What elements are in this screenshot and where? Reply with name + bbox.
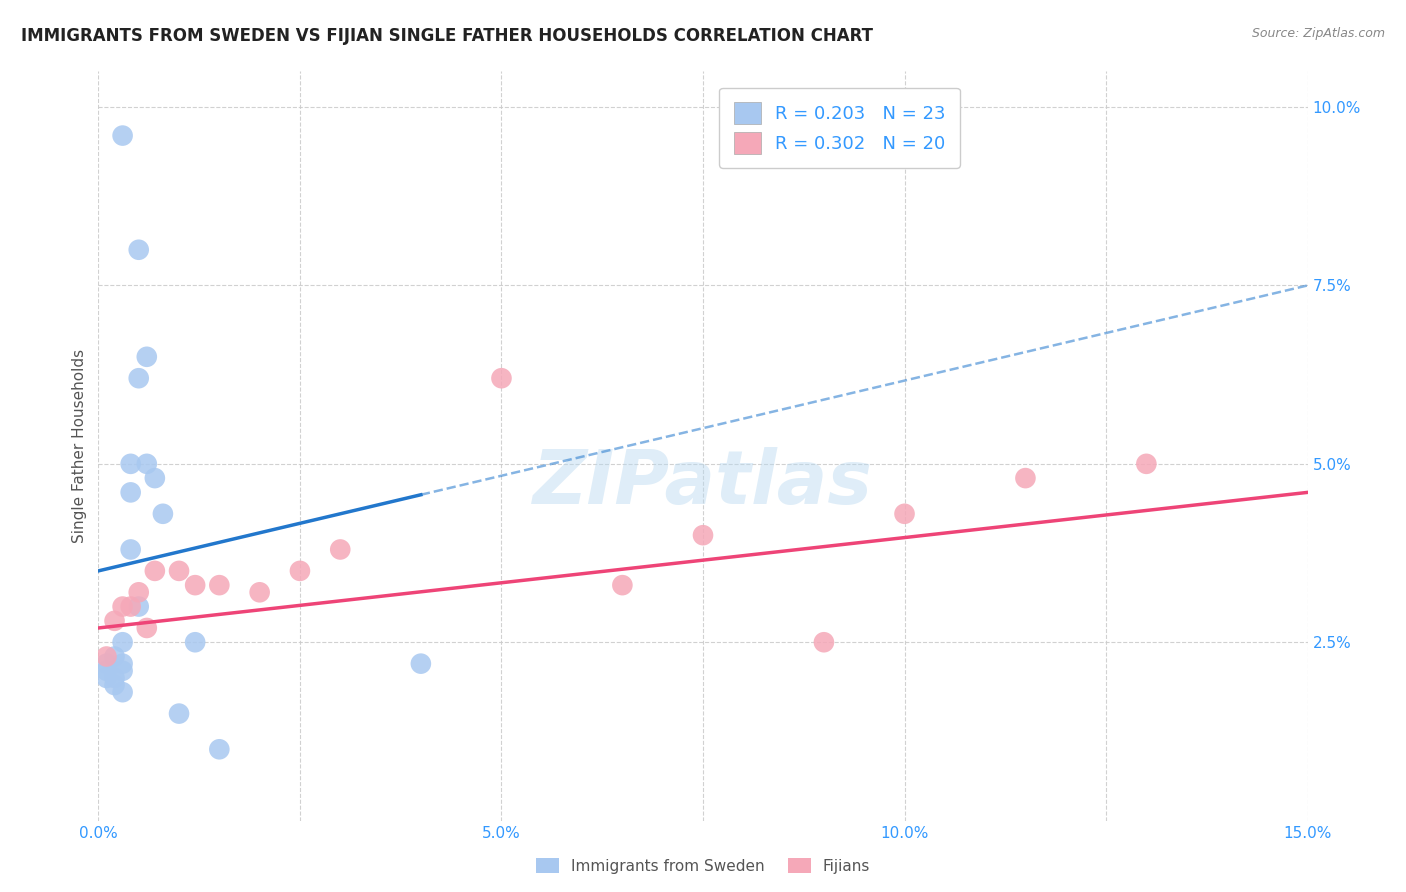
Point: [128, 599, 150, 614]
Point: [152, 507, 174, 521]
Point: [103, 649, 125, 664]
Point: [96, 664, 118, 678]
Point: [288, 564, 311, 578]
Point: [167, 564, 190, 578]
Point: [120, 542, 142, 557]
Point: [135, 621, 157, 635]
Legend: Immigrants from Sweden, Fijians: Immigrants from Sweden, Fijians: [530, 852, 876, 880]
Point: [409, 657, 432, 671]
Text: IMMIGRANTS FROM SWEDEN VS FIJIAN SINGLE FATHER HOUSEHOLDS CORRELATION CHART: IMMIGRANTS FROM SWEDEN VS FIJIAN SINGLE …: [21, 27, 873, 45]
Point: [143, 564, 166, 578]
Legend: R = 0.203   N = 23, R = 0.302   N = 20: R = 0.203 N = 23, R = 0.302 N = 20: [718, 88, 960, 168]
Point: [1014, 471, 1036, 485]
Point: [103, 614, 125, 628]
Text: Source: ZipAtlas.com: Source: ZipAtlas.com: [1251, 27, 1385, 40]
Point: [111, 599, 134, 614]
Point: [893, 507, 915, 521]
Point: [249, 585, 271, 599]
Point: [143, 471, 166, 485]
Point: [208, 742, 231, 756]
Text: ZIPatlas: ZIPatlas: [533, 447, 873, 520]
Point: [111, 685, 134, 699]
Point: [208, 578, 231, 592]
Point: [96, 649, 118, 664]
Point: [96, 657, 118, 671]
Point: [329, 542, 352, 557]
Point: [111, 635, 134, 649]
Point: [111, 128, 134, 143]
Point: [103, 671, 125, 685]
Point: [612, 578, 634, 592]
Point: [111, 657, 134, 671]
Point: [103, 678, 125, 692]
Point: [120, 457, 142, 471]
Point: [135, 457, 157, 471]
Point: [128, 243, 150, 257]
Point: [96, 671, 118, 685]
Point: [491, 371, 513, 385]
Point: [1135, 457, 1157, 471]
Y-axis label: Single Father Households: Single Father Households: [72, 349, 87, 543]
Point: [167, 706, 190, 721]
Point: [128, 585, 150, 599]
Point: [111, 664, 134, 678]
Point: [692, 528, 714, 542]
Point: [120, 485, 142, 500]
Point: [135, 350, 157, 364]
Point: [184, 635, 207, 649]
Point: [120, 599, 142, 614]
Point: [128, 371, 150, 385]
Point: [184, 578, 207, 592]
Point: [813, 635, 835, 649]
